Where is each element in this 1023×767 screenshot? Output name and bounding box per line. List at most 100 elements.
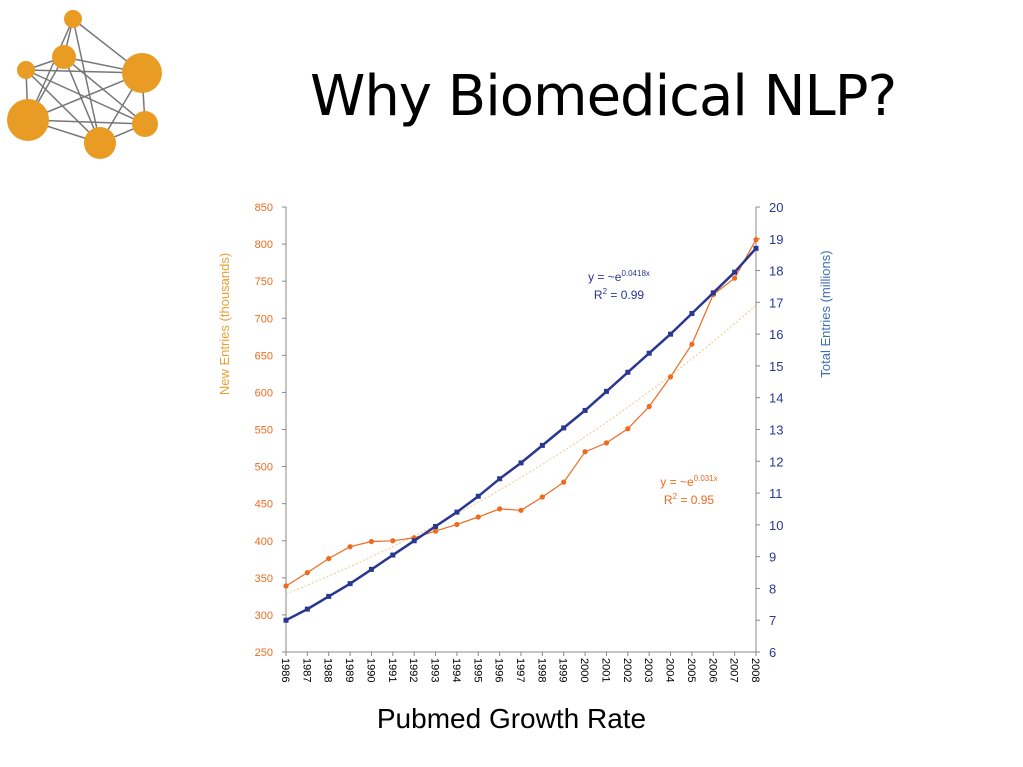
right-tick-label: 8	[769, 581, 776, 596]
right-tick-label: 12	[769, 454, 783, 469]
left-tick-label: 700	[255, 313, 273, 325]
total-entries-point	[497, 476, 503, 482]
new-entries-line	[285, 239, 757, 587]
total-entries-trendline-r-squared: R2 = 0.99	[594, 287, 644, 302]
left-axis-title: New Entries (thousands)	[217, 253, 232, 395]
logo-node	[7, 99, 49, 141]
left-tick-label: 350	[255, 573, 273, 585]
logo-node	[84, 127, 116, 159]
total-entries-point	[539, 442, 545, 448]
x-tick-label: 1987	[300, 658, 312, 682]
new-entries-point	[667, 374, 674, 380]
logo-edge	[25, 69, 101, 144]
total-entries-point	[304, 606, 310, 612]
new-entries-point	[689, 341, 695, 347]
x-tick-label: 1994	[450, 658, 462, 682]
right-tick-label: 20	[769, 200, 783, 215]
x-tick-label: 1996	[493, 658, 505, 682]
logo-edge	[25, 69, 146, 125]
slide-title: Why Biomedical NLP?	[310, 64, 897, 129]
total-entries-point	[753, 245, 759, 251]
left-tick-label: 800	[255, 239, 273, 251]
total-entries-point	[710, 290, 716, 296]
total-entries-point	[668, 331, 674, 337]
total-entries-point	[689, 310, 695, 316]
left-tick-label: 550	[255, 425, 273, 437]
x-tick-label: 2007	[728, 658, 740, 682]
left-tick-label: 600	[255, 387, 273, 399]
total-entries-point	[561, 425, 567, 431]
total-entries-line	[285, 247, 757, 622]
total-entries-point	[625, 369, 631, 375]
new-entries-point	[475, 514, 481, 520]
new-entries-point	[497, 506, 503, 512]
right-tick-label: 13	[769, 423, 783, 438]
right-tick-label: 16	[769, 327, 783, 342]
x-tick-label: 1998	[535, 658, 547, 682]
new-entries-point	[561, 479, 567, 485]
new-entries-trendline	[285, 304, 757, 595]
logo-edge	[63, 56, 146, 125]
x-tick-label: 2000	[578, 658, 590, 682]
new-entries-point	[283, 583, 289, 589]
total-entries-point	[411, 538, 417, 544]
x-tick-label: 1992	[407, 658, 419, 682]
new-entries-point	[625, 426, 631, 432]
new-entries-point	[347, 544, 353, 550]
x-tick-label: 1993	[429, 658, 441, 682]
right-tick-label: 18	[769, 264, 783, 279]
right-tick-label: 10	[769, 518, 783, 533]
x-tick-label: 1988	[322, 658, 334, 682]
network-logo	[7, 10, 162, 159]
x-tick-label: 1999	[557, 658, 569, 682]
right-tick-label: 19	[769, 232, 783, 247]
right-tick-label: 17	[769, 295, 783, 310]
chart-caption: Pubmed Growth Rate	[376, 703, 647, 734]
total-entries-point	[603, 388, 609, 394]
left-tick-label: 250	[255, 647, 273, 659]
new-entries-point	[603, 440, 610, 446]
left-tick-label: 400	[255, 536, 273, 548]
total-entries-point	[390, 552, 396, 558]
total-entries-point	[283, 617, 289, 623]
x-tick-label: 1991	[386, 658, 398, 682]
x-tick-label: 1986	[279, 658, 291, 682]
new-entries-point	[732, 275, 738, 281]
right-tick-label: 15	[769, 359, 783, 374]
total-entries-point	[582, 407, 588, 413]
left-tick-label: 500	[255, 462, 273, 474]
right-tick-label: 6	[769, 645, 776, 660]
total-entries-point	[368, 566, 374, 572]
left-tick-label: 450	[255, 499, 273, 511]
x-tick-label: 1989	[343, 658, 355, 682]
right-axis-title: Total Entries (millions)	[818, 250, 833, 377]
x-tick-label: 1997	[514, 658, 526, 682]
new-entries-point	[432, 528, 439, 534]
left-tick-label: 300	[255, 610, 273, 622]
pubmed-growth-chart: 250 300 350 400 450 500 550 600 650 700 750 800 850 6…	[217, 200, 833, 682]
x-tick-label: 1995	[471, 658, 483, 682]
new-entries-point	[646, 403, 652, 410]
left-tick-label: 750	[255, 276, 273, 288]
new-entries-point	[753, 237, 759, 243]
left-tick-label: 650	[255, 350, 273, 362]
x-tick-label: 2001	[599, 658, 611, 682]
logo-node	[132, 111, 158, 137]
logo-node	[52, 45, 76, 69]
total-entries-point	[326, 593, 332, 599]
new-entries-point	[518, 507, 524, 513]
x-tick-label: 2004	[664, 658, 676, 682]
logo-node	[17, 61, 35, 79]
logo-node	[122, 53, 162, 93]
total-entries-point	[347, 581, 353, 587]
new-entries-trendline-equation: y = ~e0.031x	[660, 474, 717, 489]
new-entries-point	[454, 521, 460, 528]
new-entries-point	[326, 555, 332, 562]
left-tick-label: 850	[255, 202, 273, 214]
total-entries-trendline-equation: y = ~e0.0418x	[588, 269, 650, 284]
total-entries-point	[475, 493, 481, 499]
total-entries-point	[433, 523, 439, 529]
x-tick-label: 2002	[621, 658, 633, 682]
right-tick-label: 7	[769, 613, 776, 628]
total-entries-point	[518, 460, 524, 466]
